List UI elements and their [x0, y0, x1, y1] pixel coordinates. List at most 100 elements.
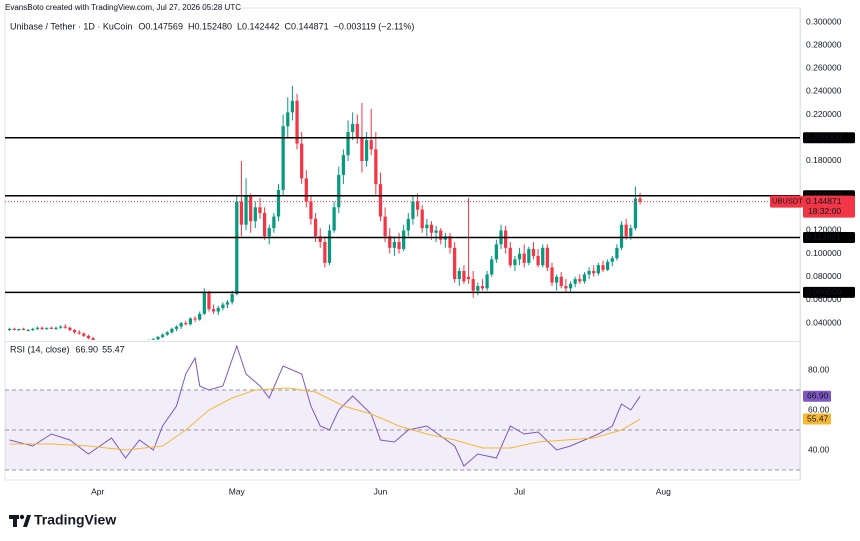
candle-body	[578, 279, 582, 282]
candle-body	[406, 218, 410, 231]
candle-body	[462, 270, 466, 282]
candle-body	[453, 247, 457, 280]
last-price-box	[770, 195, 803, 208]
candle-body	[26, 330, 30, 332]
candle-body	[485, 274, 489, 289]
candle-body	[332, 207, 336, 231]
level-label: 0.150000	[806, 190, 842, 200]
candle-body	[508, 247, 512, 266]
candle-body	[286, 112, 290, 127]
candle-body	[346, 132, 350, 156]
candle-body	[68, 327, 72, 331]
candle-body	[59, 326, 63, 328]
candle-body	[313, 218, 318, 237]
rsi-title: RSI (14, close)	[10, 344, 70, 354]
rsi-line	[9, 344, 641, 467]
candle-body	[624, 224, 628, 237]
candle-body	[638, 198, 642, 202]
candle-body	[290, 100, 295, 113]
candle-body	[323, 242, 327, 263]
candle-body	[471, 279, 475, 291]
rsi-band	[5, 390, 800, 470]
rsi-value-label: 55.47	[807, 413, 829, 423]
candle-body	[309, 201, 313, 219]
candle-body	[244, 195, 248, 225]
candle-body	[601, 265, 605, 270]
candle-body	[415, 201, 420, 210]
rsi-legend-value: 66.90	[76, 344, 99, 354]
candle-body	[568, 283, 573, 289]
candle-body	[392, 242, 397, 248]
header: EvansBoto created with TradingView.com, …	[5, 3, 241, 12]
candle-body	[156, 336, 160, 340]
legend-value: −0.003119 (−2.11%)	[334, 21, 415, 31]
candle-body	[272, 216, 276, 229]
candle-body	[63, 326, 67, 328]
candle-body	[160, 334, 165, 337]
candle-body	[522, 253, 526, 263]
y-tick-label: 0.040000	[806, 317, 842, 327]
candle-body	[337, 174, 341, 208]
candle-body	[239, 201, 244, 225]
candle-body	[629, 228, 633, 237]
candle-body	[476, 286, 480, 291]
candle-body	[253, 207, 257, 222]
level-label-box	[803, 132, 855, 144]
candle-body	[188, 318, 193, 325]
candle-body	[170, 328, 174, 333]
candle-body	[490, 259, 494, 275]
y-tick-label: 0.120000	[806, 225, 842, 235]
candle-body	[35, 327, 40, 329]
candle-body	[582, 274, 587, 282]
candle-body	[258, 207, 262, 214]
chart-title: Unibase / Tether · 1D · KuCoin	[10, 21, 132, 31]
candle-body	[606, 261, 610, 270]
candle-body	[235, 201, 239, 295]
y-tick-label: 0.240000	[806, 86, 842, 96]
candle-body	[45, 327, 49, 329]
rsi-tick-label: 80.00	[808, 364, 830, 374]
y-tick-label: 0.080000	[806, 271, 842, 281]
candle-body	[397, 242, 401, 249]
candle-body	[216, 308, 220, 312]
candle-body	[91, 338, 95, 340]
candle-body	[360, 137, 364, 161]
y-tick-label: 0.260000	[806, 63, 842, 73]
y-tick-label: 0.300000	[806, 16, 842, 26]
rsi-legend-value: 55.47	[102, 344, 125, 354]
candle-body	[327, 230, 332, 263]
candle-body	[179, 323, 183, 327]
candle-body	[374, 149, 378, 185]
candle-body	[457, 270, 461, 280]
candle-body	[165, 332, 169, 335]
x-tick-label: May	[229, 486, 246, 496]
candle-body	[615, 247, 619, 259]
candle-body	[184, 323, 188, 325]
candle-body	[434, 230, 438, 233]
y-tick-label: 0.180000	[806, 155, 842, 165]
rsi-line	[9, 387, 641, 451]
last-price-box	[803, 195, 855, 218]
candle-body	[267, 228, 271, 237]
candle-body	[276, 189, 281, 217]
candle-body	[527, 248, 531, 263]
candle-body	[225, 302, 230, 305]
candle-body	[174, 326, 179, 329]
x-tick-label: Apr	[91, 486, 104, 496]
candle-body	[341, 155, 346, 175]
candle-body	[72, 330, 77, 333]
candle-body	[550, 267, 554, 283]
candle-body	[555, 276, 559, 283]
y-tick-label: 0.060000	[806, 294, 842, 304]
x-tick-label: Aug	[656, 486, 671, 496]
rsi-value-box	[803, 413, 831, 425]
candle-body	[388, 236, 392, 248]
candle-body	[369, 140, 373, 150]
candle-body	[8, 328, 12, 331]
candle-body	[619, 224, 624, 248]
x-tick-label: Jul	[514, 486, 525, 496]
candle-body	[82, 333, 86, 336]
candle-body	[355, 123, 359, 138]
